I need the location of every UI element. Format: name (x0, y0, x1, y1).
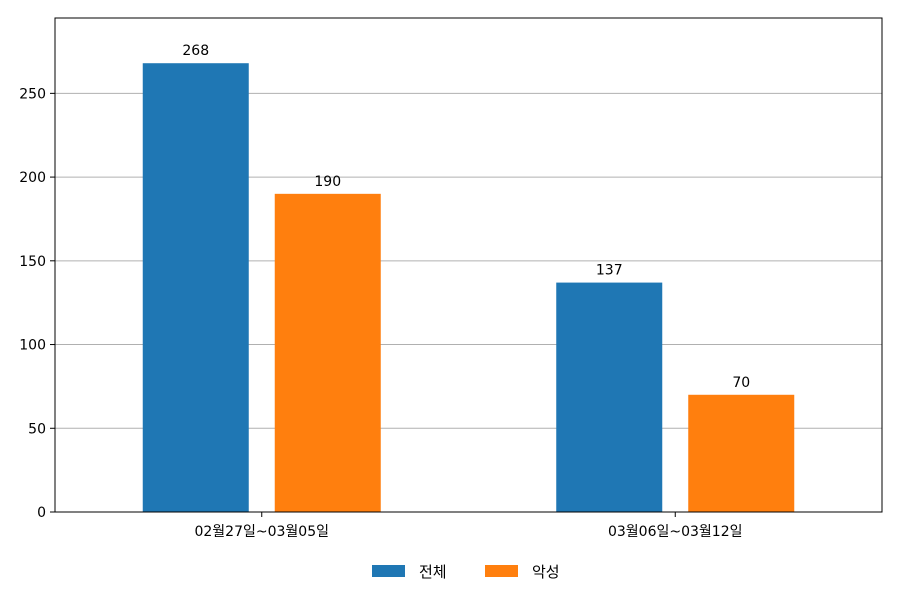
x-axis: 02월27일~03월05일 03월06일~03월12일 (194, 512, 743, 540)
bar-total (142, 63, 249, 512)
bar-marks: 268 190 137 70 (142, 43, 795, 512)
bar-total (556, 282, 663, 512)
legend-label: 전체 (419, 563, 447, 581)
y-tick-label: 0 (37, 505, 46, 521)
y-tick-label: 200 (19, 170, 46, 186)
data-label: 137 (596, 263, 623, 279)
y-tick-label: 250 (19, 86, 46, 102)
x-tick-label: 03월06일~03월12일 (608, 524, 743, 540)
bar-malicious (688, 394, 795, 512)
legend-swatch (485, 565, 518, 577)
bar-malicious (274, 193, 381, 512)
legend-swatch (372, 565, 405, 577)
y-tick-label: 100 (19, 338, 46, 354)
legend: 전체 악성 (372, 563, 560, 581)
y-tick-label: 150 (19, 254, 46, 270)
data-label: 190 (314, 174, 341, 190)
x-tick-label: 02월27일~03월05일 (194, 524, 329, 540)
y-tick-label: 50 (28, 421, 46, 437)
data-label: 70 (732, 375, 750, 391)
plot-frame (54, 17, 883, 513)
legend-label: 악성 (532, 563, 560, 581)
data-label: 268 (182, 43, 209, 59)
y-axis: 0 50 100 150 200 250 (19, 86, 55, 521)
